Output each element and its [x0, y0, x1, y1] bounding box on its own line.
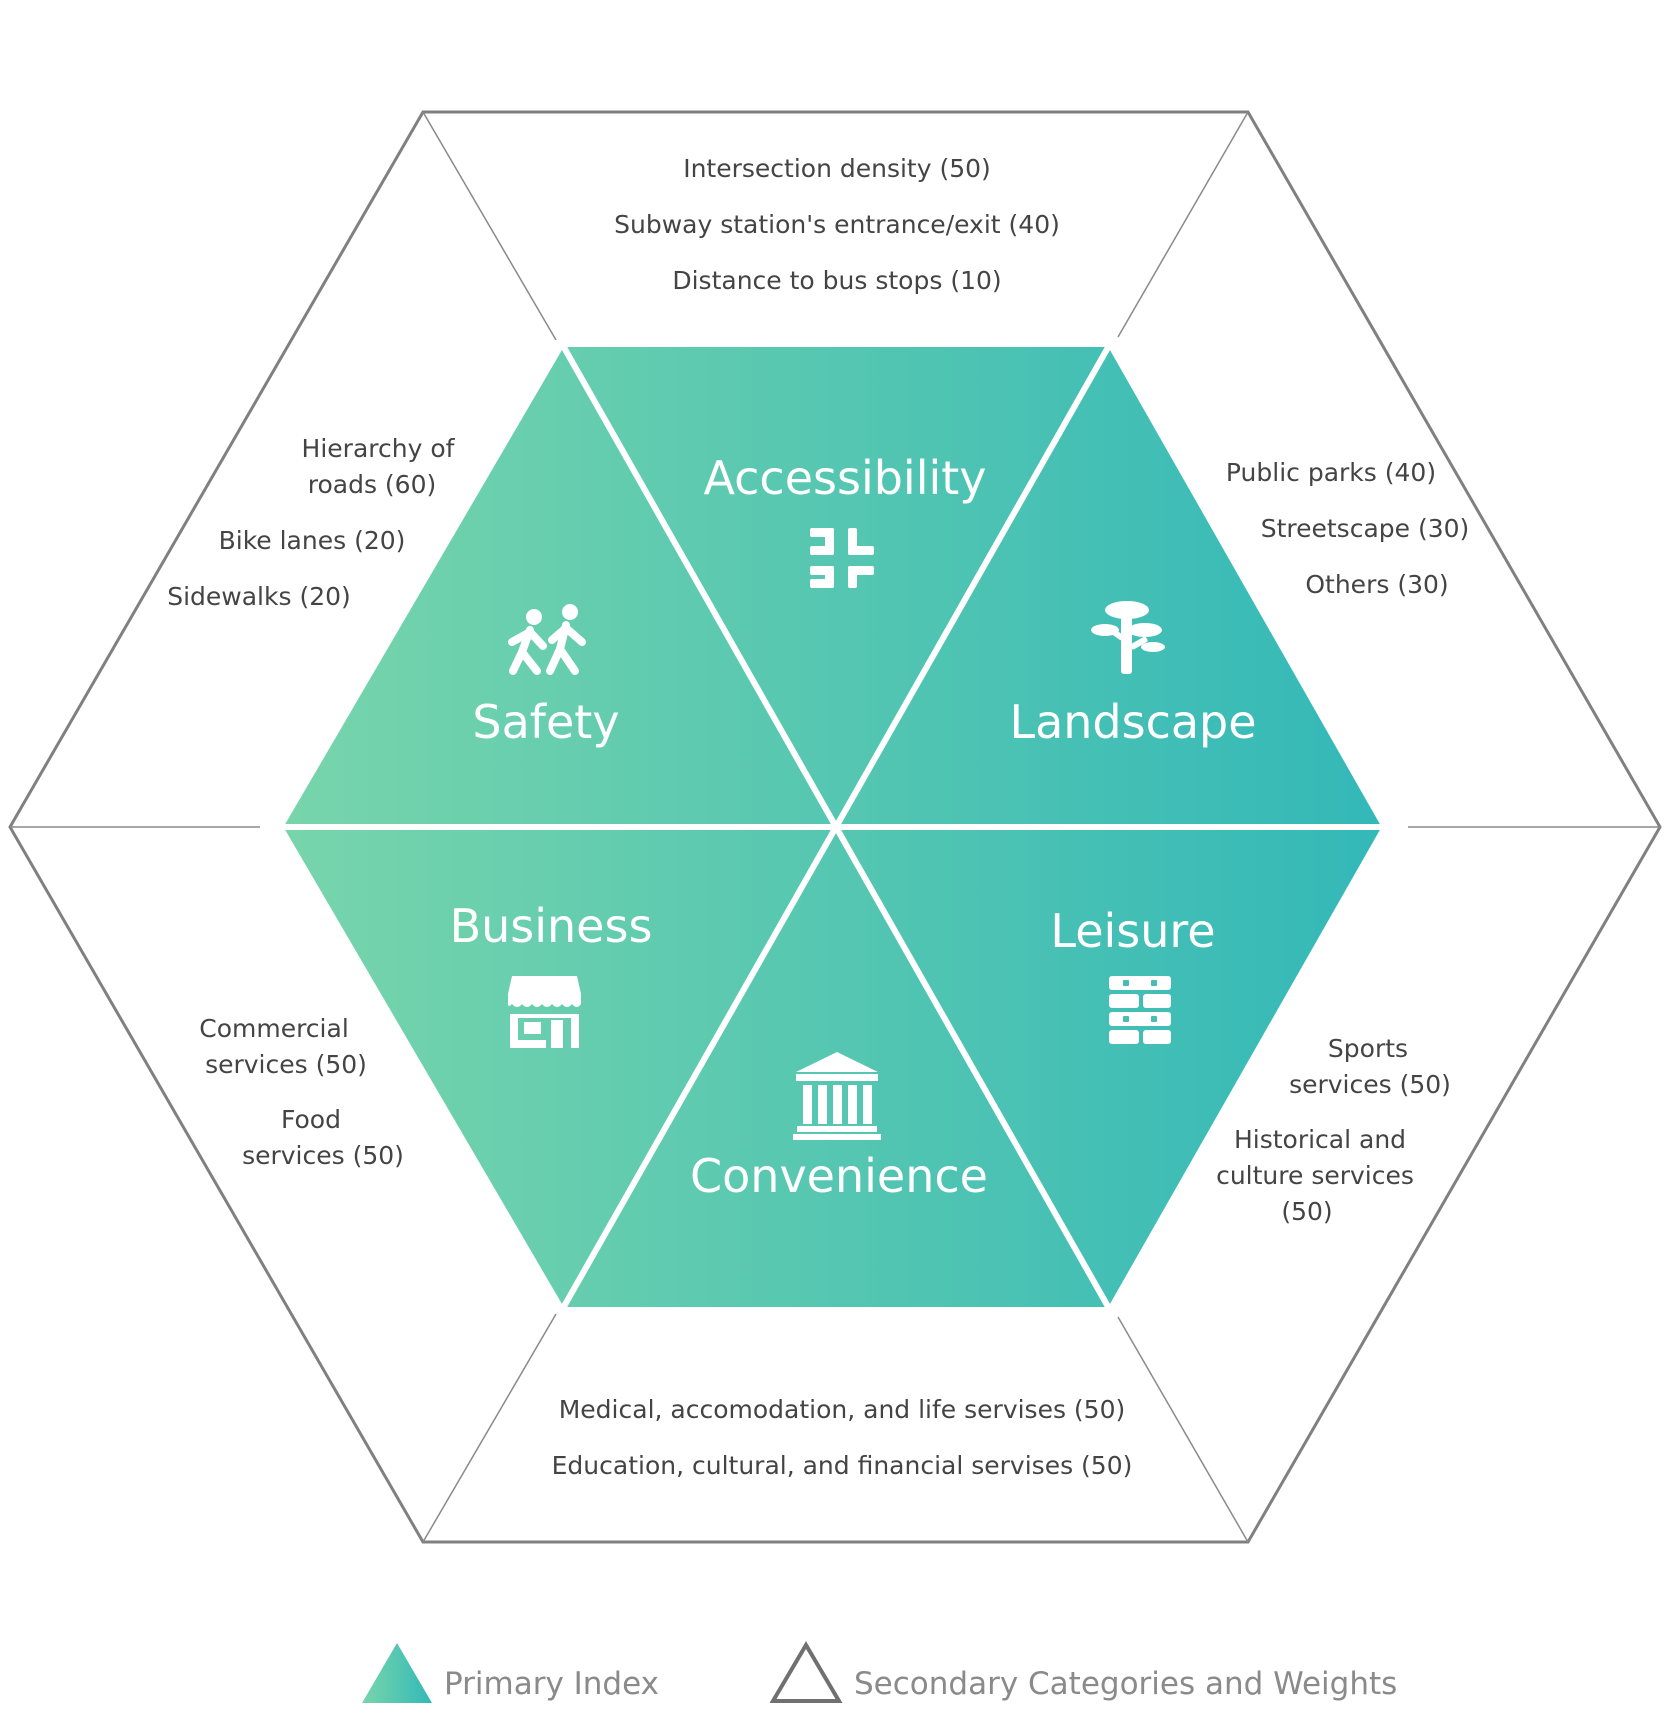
- intersection-icon: [810, 528, 874, 588]
- secondary-convenience: Medical, accomodation, and life servises…: [552, 1395, 1133, 1480]
- building-columns-icon: [793, 1052, 881, 1140]
- secondary-accessibility: Intersection density (50) Subway station…: [614, 154, 1060, 295]
- svg-text:Education, cultural, and finan: Education, cultural, and financial servi…: [552, 1451, 1133, 1480]
- svg-text:Sidewalks (20): Sidewalks (20): [167, 582, 351, 611]
- svg-text:Intersection density (50): Intersection density (50): [683, 154, 991, 183]
- tree-icon: [1091, 601, 1165, 674]
- label-accessibility: Accessibility: [703, 451, 986, 505]
- label-business: Business: [450, 899, 653, 953]
- storefront-icon: [508, 976, 581, 1048]
- spoke-lines: [10, 111, 1660, 1543]
- svg-text:roads (60): roads (60): [308, 470, 437, 499]
- label-landscape: Landscape: [1009, 695, 1256, 749]
- legend: Primary Index Secondary Categories and W…: [362, 1641, 1397, 1703]
- svg-text:Public parks (40): Public parks (40): [1226, 458, 1436, 487]
- brick-wall-icon: [1109, 976, 1171, 1044]
- secondary-leisure: Sports services (50) Historical and cult…: [1216, 1034, 1451, 1226]
- label-leisure: Leisure: [1050, 904, 1215, 958]
- secondary-business: Commercial services (50) Food services (…: [199, 1014, 404, 1170]
- svg-text:Bike lanes (20): Bike lanes (20): [219, 526, 406, 555]
- svg-text:culture services: culture services: [1216, 1161, 1414, 1190]
- svg-text:Historical and: Historical and: [1234, 1125, 1406, 1154]
- svg-text:services (50): services (50): [205, 1050, 367, 1079]
- svg-text:Distance to bus stops (10): Distance to bus stops (10): [672, 266, 1001, 295]
- legend-secondary-swatch: [769, 1641, 843, 1703]
- pedestrians-icon: [508, 604, 586, 675]
- secondary-landscape: Public parks (40) Streetscape (30) Other…: [1226, 458, 1469, 599]
- svg-text:Sports: Sports: [1328, 1034, 1408, 1063]
- svg-text:Others (30): Others (30): [1305, 570, 1448, 599]
- legend-primary-swatch: [362, 1643, 432, 1703]
- svg-text:Streetscape (30): Streetscape (30): [1261, 514, 1470, 543]
- svg-text:Subway station's entrance/exit: Subway station's entrance/exit (40): [614, 210, 1060, 239]
- svg-text:Hierarchy of: Hierarchy of: [302, 434, 456, 463]
- svg-text:services (50): services (50): [1289, 1070, 1451, 1099]
- triangle-leisure: [830, 824, 1391, 1317]
- svg-text:Food: Food: [281, 1105, 341, 1134]
- legend-secondary-label: Secondary Categories and Weights: [854, 1666, 1397, 1702]
- inner-triangles: [274, 337, 1391, 1317]
- svg-text:services (50): services (50): [242, 1141, 404, 1170]
- label-convenience: Convenience: [690, 1149, 988, 1203]
- label-safety: Safety: [472, 695, 619, 749]
- svg-text:Medical, accomodation, and lif: Medical, accomodation, and life servises…: [559, 1395, 1126, 1424]
- secondary-safety: Hierarchy of roads (60) Bike lanes (20) …: [167, 434, 455, 611]
- svg-text:Commercial: Commercial: [199, 1014, 349, 1043]
- svg-text:(50): (50): [1281, 1197, 1332, 1226]
- legend-primary-label: Primary Index: [444, 1666, 659, 1702]
